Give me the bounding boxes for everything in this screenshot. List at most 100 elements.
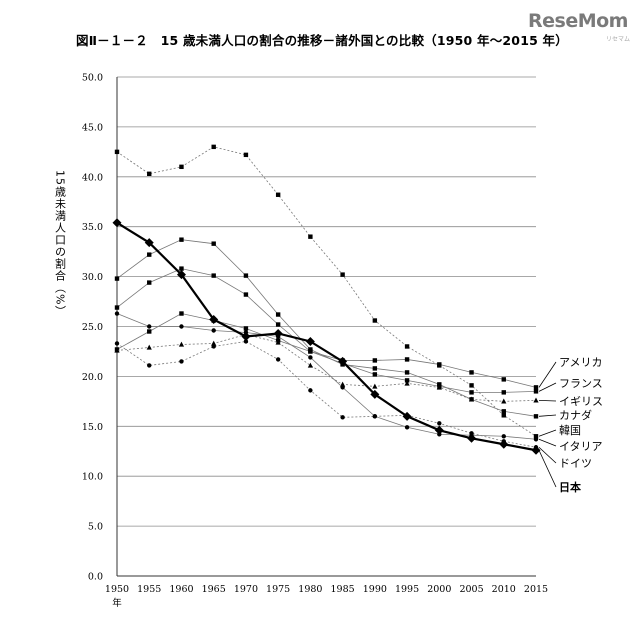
series-line: [116, 146, 537, 437]
data-point: [340, 272, 345, 277]
x-tick-label: 1995: [395, 584, 419, 595]
series-label: 韓国: [559, 424, 581, 437]
data-point: [112, 218, 122, 228]
series-1: [114, 311, 539, 395]
y-tick-label: 15.0: [82, 422, 103, 433]
data-point: [144, 238, 154, 248]
resemom-logo-sub: リセマム: [606, 36, 631, 43]
data-point: [340, 385, 345, 390]
data-point: [211, 340, 217, 346]
series-line: [116, 313, 537, 393]
data-point: [501, 413, 506, 418]
x-unit-label: 年: [112, 597, 122, 609]
data-point: [114, 276, 120, 281]
data-point: [533, 437, 539, 442]
data-point: [243, 292, 249, 297]
leader-line: [538, 414, 557, 417]
series-label: 日本: [559, 480, 581, 494]
data-point: [114, 149, 120, 155]
y-tick-label: 50.0: [82, 73, 103, 84]
series-label: イタリア: [559, 440, 603, 453]
series-4: [114, 144, 539, 439]
data-point: [499, 439, 509, 449]
data-point: [243, 326, 249, 331]
data-point: [372, 383, 378, 389]
y-tick-label: 20.0: [82, 372, 103, 383]
data-point: [275, 312, 281, 317]
data-point: [372, 366, 378, 371]
data-point: [501, 434, 506, 439]
series-0: [114, 266, 539, 390]
resemom-logo: ReseMom: [528, 10, 628, 32]
data-point: [533, 434, 539, 439]
data-point: [469, 390, 474, 395]
data-point: [404, 357, 410, 362]
data-point: [531, 445, 541, 455]
x-tick-label: 1970: [234, 584, 258, 595]
data-point: [469, 397, 474, 402]
x-tick-label: 2010: [492, 584, 516, 595]
data-point: [114, 347, 120, 353]
data-point: [179, 359, 184, 364]
leader-line: [538, 446, 557, 464]
x-tick-label: 1980: [298, 584, 322, 595]
data-point: [243, 273, 249, 278]
data-point: [211, 144, 216, 150]
series-label: カナダ: [559, 408, 592, 422]
data-point: [241, 331, 251, 341]
series-line: [116, 313, 537, 440]
x-tick-label: 1990: [363, 584, 387, 595]
data-point: [211, 344, 216, 349]
leader-line: [538, 382, 557, 392]
data-point: [211, 328, 216, 333]
data-point: [533, 385, 539, 390]
data-point: [179, 311, 184, 316]
x-tick-label: 2015: [524, 584, 548, 595]
tick-labels: 0.0 5.0 10.0 15.0 20.0 25.0 30.0 35.0 40.0 45.0 50…: [82, 73, 548, 596]
data-point: [114, 305, 120, 310]
series-2: [114, 331, 539, 404]
data-point: [275, 192, 281, 197]
series-label: イギリス: [559, 395, 603, 408]
x-tick-label: 1965: [202, 584, 226, 595]
series-lines: [112, 144, 541, 455]
data-point: [404, 370, 410, 375]
y-tick-label: 35.0: [82, 222, 103, 233]
data-point: [305, 336, 315, 346]
data-point: [114, 311, 120, 316]
x-tick-label: 1975: [266, 584, 290, 595]
data-point: [243, 152, 249, 158]
data-point: [501, 377, 506, 382]
data-point: [533, 389, 539, 394]
data-point: [147, 329, 152, 334]
x-tick-label: 1985: [331, 584, 355, 595]
data-point: [114, 341, 120, 346]
leader-line: [538, 450, 557, 488]
data-point: [147, 171, 152, 177]
data-point: [372, 358, 378, 363]
series-line: [116, 334, 537, 402]
data-point: [372, 372, 378, 377]
y-tick-label: 45.0: [82, 122, 103, 133]
x-tick-label: 1950: [105, 584, 129, 595]
leader-line: [538, 399, 557, 402]
x-tick-label: 2000: [427, 584, 451, 595]
data-point: [404, 380, 410, 386]
data-point: [533, 414, 539, 419]
data-point: [437, 382, 442, 387]
data-point: [275, 339, 281, 345]
data-point: [501, 409, 506, 414]
data-point: [147, 363, 152, 368]
y-tick-label: 25.0: [82, 322, 103, 333]
data-point: [404, 344, 410, 349]
series-line: [116, 239, 537, 417]
x-tick-label: 1960: [169, 584, 193, 595]
data-point: [372, 318, 378, 323]
data-point: [211, 241, 216, 246]
series-line: [116, 268, 537, 388]
y-tick-label: 10.0: [82, 472, 103, 483]
data-point: [370, 389, 380, 399]
data-point: [273, 328, 283, 338]
y-tick-label: 40.0: [82, 172, 103, 183]
